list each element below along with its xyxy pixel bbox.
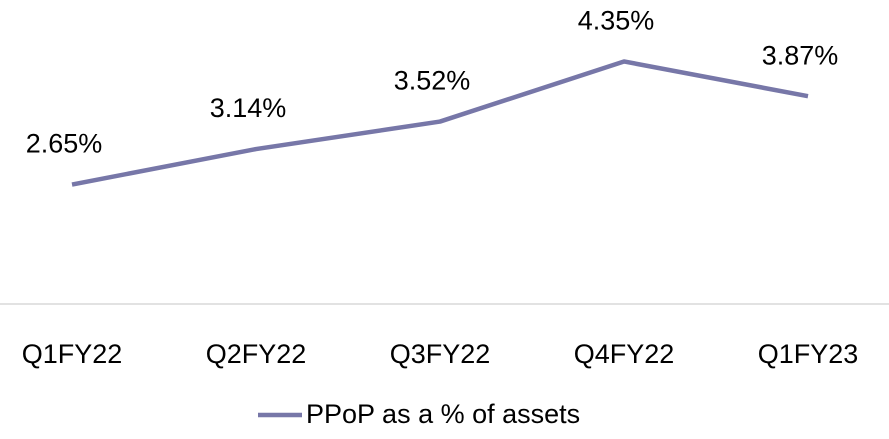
x-tick-label: Q4FY22 bbox=[574, 339, 675, 369]
data-label: 2.65% bbox=[26, 129, 103, 159]
x-tick-label: Q1FY22 bbox=[22, 339, 123, 369]
x-tick-label: Q2FY22 bbox=[206, 339, 307, 369]
legend-label: PPoP as a % of assets bbox=[306, 399, 580, 429]
data-label: 4.35% bbox=[578, 6, 655, 36]
data-label: 3.87% bbox=[762, 40, 839, 70]
data-label: 3.52% bbox=[394, 66, 471, 96]
x-tick-label: Q1FY23 bbox=[758, 339, 859, 369]
x-tick-label: Q3FY22 bbox=[390, 339, 491, 369]
data-label: 3.14% bbox=[210, 93, 287, 123]
line bbox=[71, 59, 809, 187]
